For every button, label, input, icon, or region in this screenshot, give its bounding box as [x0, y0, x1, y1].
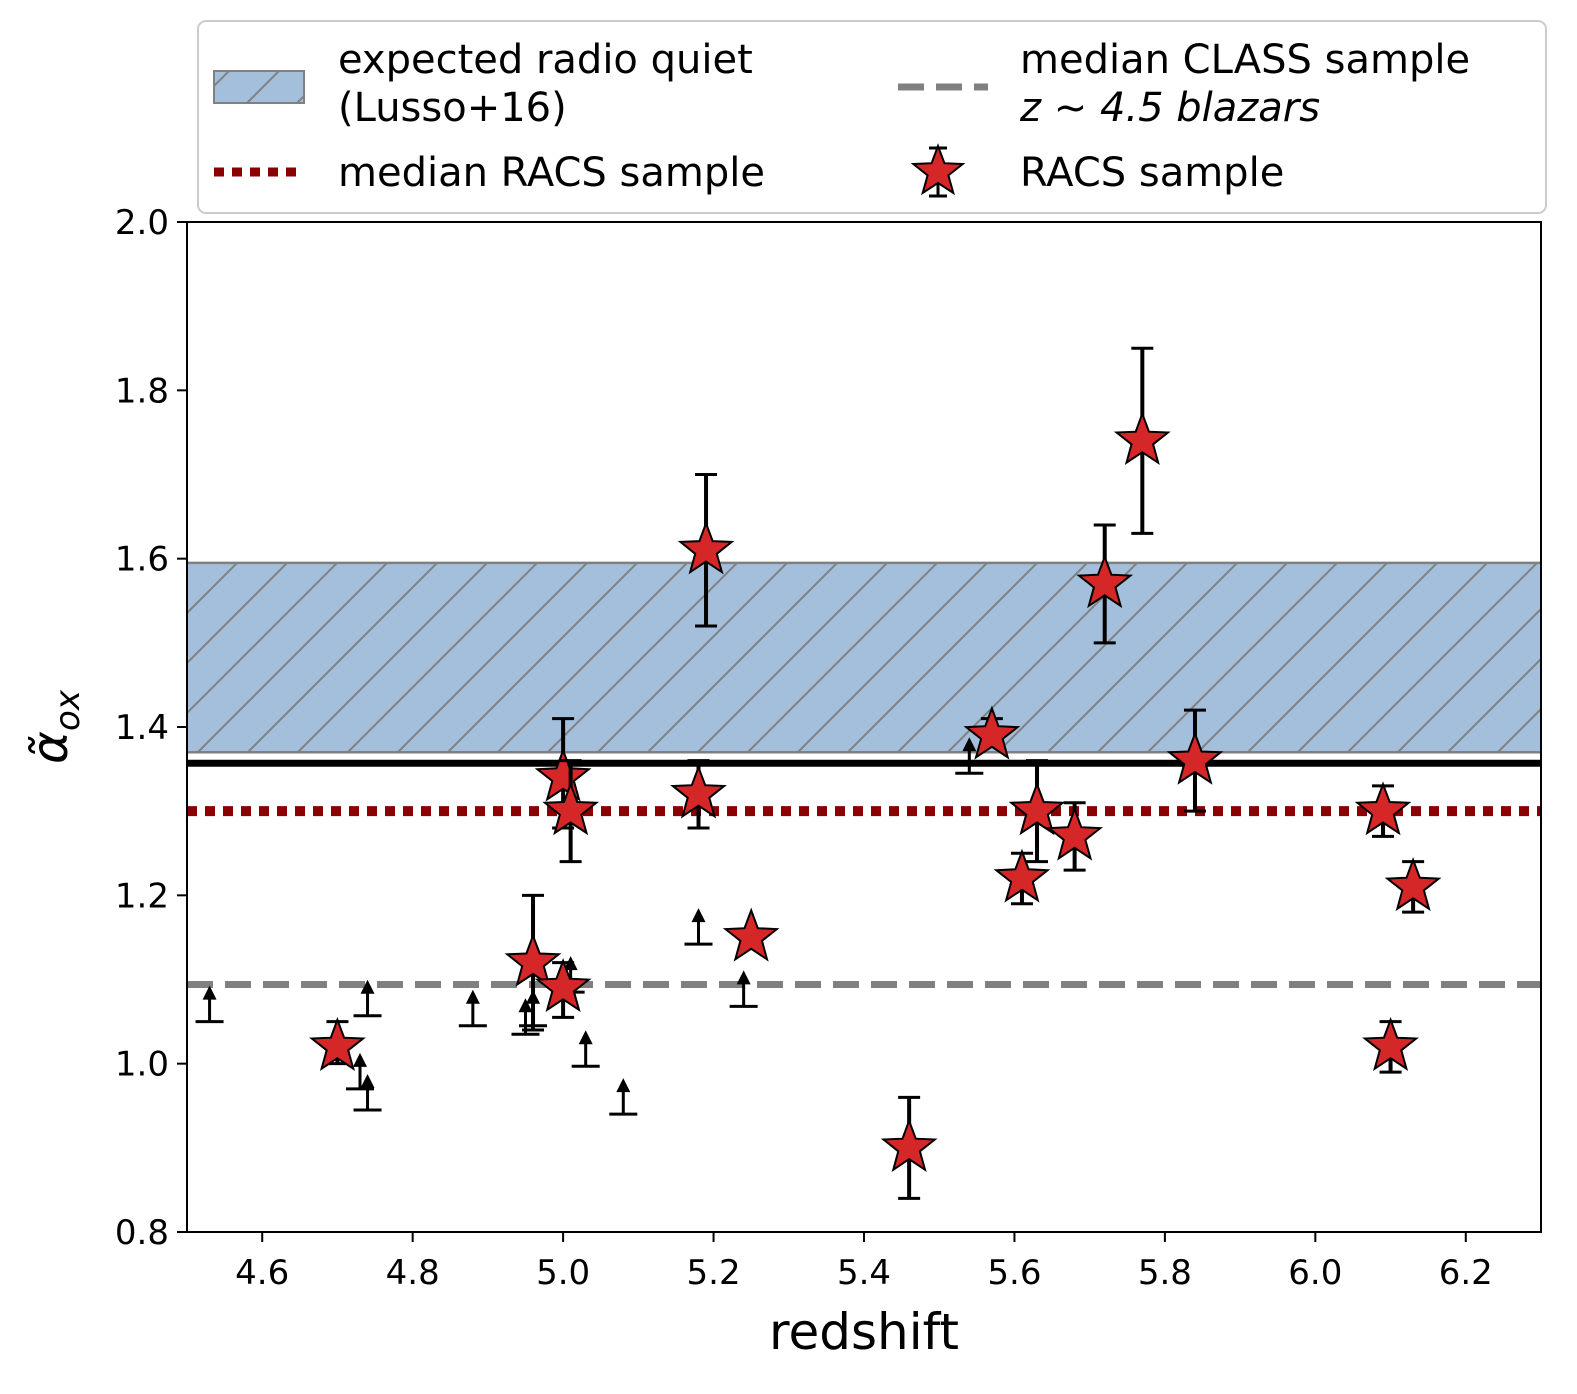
legend-racs-label: RACS sample [1020, 150, 1284, 196]
legend-band-label-line2: (Lusso+16) [338, 85, 567, 131]
x-tick-label: 5.0 [536, 1253, 590, 1293]
legend-class-label-line1: median CLASS sample [1020, 37, 1470, 83]
racs-data-point [1362, 1016, 1419, 1074]
x-tick-label: 5.2 [687, 1253, 741, 1293]
racs-data-point [534, 958, 592, 1019]
y-tick-label: 1.2 [115, 876, 169, 916]
y-axis-label-subscript: ox [48, 689, 88, 731]
y-tick-label: 1.6 [115, 540, 169, 580]
y-tick-label: 2.0 [115, 203, 169, 243]
star-marker [880, 1117, 938, 1173]
legend-racs-swatch [910, 143, 966, 198]
star-marker [309, 1016, 366, 1072]
x-tick-label: 5.8 [1138, 1253, 1192, 1293]
star-marker [534, 747, 592, 802]
racs-data-point [993, 848, 1051, 906]
x-tick-label: 6.0 [1288, 1253, 1342, 1293]
lower-limit-arrow [729, 970, 758, 1008]
racs-data-point [670, 759, 727, 830]
racs-data-point [1384, 857, 1442, 914]
lower-limit-arrow [353, 979, 382, 1018]
legend-class-label-line2: z ~ 4.5 blazars [1019, 85, 1320, 131]
lower-limit-arrow [346, 1052, 375, 1091]
racs-data-point [1166, 708, 1224, 813]
star-marker [1354, 781, 1412, 836]
star-marker [1076, 554, 1134, 609]
racs-data-point [504, 893, 562, 1032]
star-marker [1046, 806, 1104, 861]
y-tick-label: 1.8 [115, 371, 169, 411]
y-tick-label: 1.0 [115, 1045, 169, 1085]
racs-data-point [1354, 781, 1412, 838]
star-marker [963, 705, 1021, 760]
star-marker [1166, 730, 1224, 785]
x-tick-label: 5.4 [837, 1253, 891, 1293]
star-marker [1362, 1016, 1419, 1072]
star-marker [534, 958, 592, 1013]
lower-limit-arrow [571, 1030, 600, 1068]
radio-quiet-band-hatch [187, 562, 1541, 753]
racs-data-point [309, 1016, 366, 1072]
x-axis: 4.6 4.8 5.0 5.2 5.4 5.6 5.8 6.0 6.2 [235, 1232, 1493, 1293]
x-tick-label: 5.6 [987, 1253, 1041, 1293]
star-marker [722, 907, 780, 962]
lower-limit-arrow [195, 985, 224, 1024]
star-marker [993, 848, 1051, 903]
lower-limit-arrow [684, 908, 713, 946]
y-tick-label: 1.4 [115, 708, 169, 748]
x-tick-label: 4.6 [235, 1253, 289, 1293]
y-tick-label: 0.8 [115, 1213, 169, 1253]
star-marker [1008, 781, 1066, 836]
star-marker [1384, 857, 1442, 912]
y-axis-label-symbol: α̃ [21, 731, 79, 764]
star-marker [670, 764, 727, 819]
legend-racs-median-label: median RACS sample [338, 150, 765, 196]
star-marker [504, 932, 562, 987]
racs-data-point [1076, 523, 1134, 645]
star-marker [1113, 410, 1171, 466]
legend-band-label-line1: expected radio quiet [338, 37, 753, 83]
legend-frame [197, 20, 1547, 214]
racs-data-point [963, 705, 1021, 760]
legend: expected radio quiet (Lusso+16) median C… [197, 20, 1547, 214]
racs-data-point [880, 1095, 938, 1200]
lower-limit-arrow [609, 1078, 638, 1116]
racs-data-point [722, 907, 780, 962]
star-marker [542, 781, 600, 836]
racs-data-point [1046, 801, 1104, 872]
y-axis: 0.8 1.0 1.2 1.4 1.6 1.8 2.0 [115, 203, 187, 1253]
lower-limit-arrow [955, 737, 984, 775]
y-axis-label: α̃ox [21, 689, 88, 764]
lower-limit-arrow [458, 989, 487, 1028]
racs-data-point [1008, 759, 1066, 864]
star-marker [677, 520, 735, 575]
racs-data-point [1113, 346, 1171, 535]
lower-limit-arrow [353, 1073, 382, 1112]
x-tick-label: 6.2 [1439, 1253, 1493, 1293]
svg-text:α̃ox: α̃ox [21, 689, 88, 764]
racs-data-point [677, 473, 735, 628]
racs-data-point [542, 759, 600, 864]
plot-area [186, 221, 1542, 1233]
x-tick-label: 4.8 [386, 1253, 440, 1293]
x-axis-label: redshift [769, 1303, 959, 1361]
